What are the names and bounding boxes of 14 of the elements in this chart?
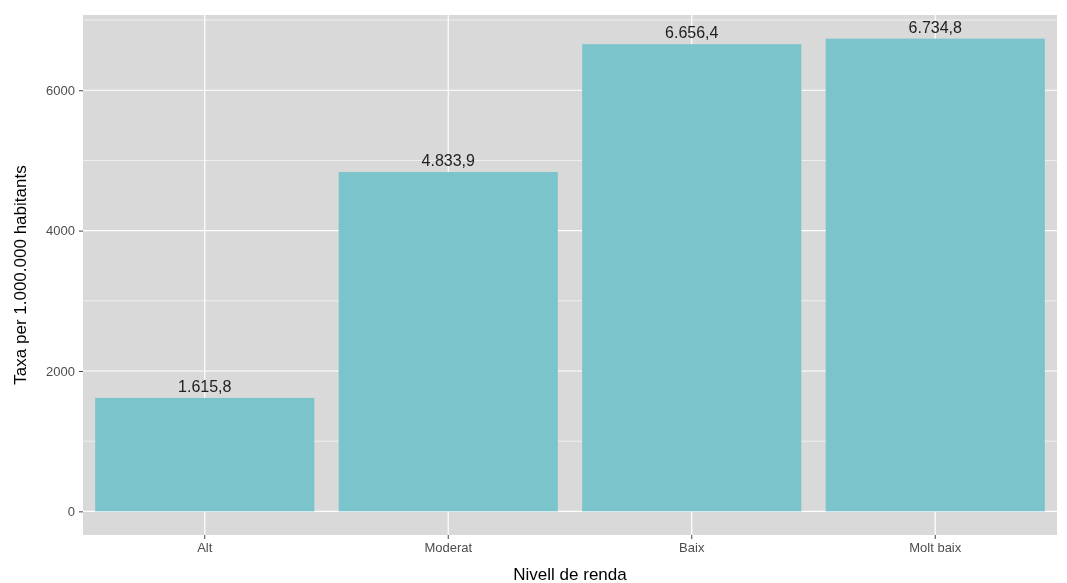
y-axis-title: Taxa per 1.000.000 habitants [11, 165, 30, 385]
y-tick-label: 2000 [46, 363, 75, 379]
data-label: 1.615,8 [178, 377, 232, 395]
y-tick-label: 4000 [46, 223, 75, 239]
x-tick-label: Baix [679, 540, 705, 556]
data-label: 6.656,4 [665, 24, 719, 42]
x-tick-label: Moderat [424, 540, 473, 556]
data-label: 6.734,8 [908, 18, 963, 36]
y-tick-label: 6000 [46, 82, 75, 98]
data-label: 4.833,9 [421, 152, 476, 170]
y-tick-label: 0 [67, 504, 75, 520]
x-tick-label: Molt baix [909, 540, 962, 556]
x-tick-label: Alt [197, 540, 213, 556]
x-axis-title: Nivell de renda [513, 565, 628, 583]
